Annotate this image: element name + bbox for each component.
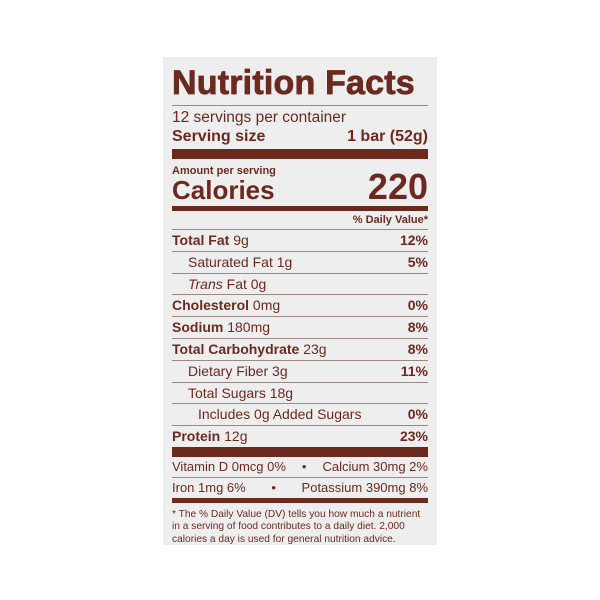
- nutrient-name: Total Sugars: [188, 384, 266, 401]
- vitamin-right: Potassium 390mg 8%: [301, 479, 428, 495]
- nutrient-amount: 3g: [272, 362, 288, 379]
- nutrient-row-total-carbohydrate: Total Carbohydrate 23g 8%: [172, 337, 428, 360]
- nutrient-dv: 23%: [399, 428, 428, 445]
- nutrient-row-added-sugars: Includes 0g Added Sugars 0%: [172, 403, 428, 425]
- nutrient-amount: 12g: [224, 428, 248, 445]
- calories-value: 220: [367, 166, 428, 207]
- nutrient-amount: 180mg: [227, 319, 271, 336]
- nutrient-name: Trans: [188, 275, 223, 292]
- nutrient-name: Total Fat: [172, 232, 230, 248]
- nutrient-row-saturated-fat: Saturated Fat 1g 5%: [172, 250, 428, 273]
- nutrient-amount: 18g: [269, 384, 294, 401]
- nutrition-facts-panel: Nutrition Facts 12 servings per containe…: [163, 57, 437, 545]
- amount-per-serving: Amount per serving: [172, 165, 276, 177]
- footnote: * The % Daily Value (DV) tells you how m…: [172, 508, 421, 545]
- nutrient-name: Includes 0g Added Sugars: [198, 406, 362, 423]
- title: Nutrition Facts: [172, 64, 416, 103]
- calories-label: Calories: [172, 175, 275, 205]
- thick-divider: [172, 149, 428, 159]
- thick-divider: [172, 446, 428, 457]
- nutrient-dv: 8%: [407, 319, 428, 336]
- servings-per-container: 12 servings per container: [172, 109, 347, 126]
- vitamin-left: Vitamin D 0mcg 0%: [172, 458, 286, 474]
- nutrient-row-cholesterol: Cholesterol 0mg 0%: [172, 294, 428, 316]
- nutrient-dv: 5%: [407, 253, 428, 270]
- nutrient-row-trans-fat: Trans Fat 0g: [172, 272, 428, 295]
- nutrient-name: Dietary Fiber: [188, 362, 269, 379]
- nutrient-name: Saturated Fat: [188, 253, 273, 270]
- daily-value-header: % Daily Value*: [352, 214, 428, 226]
- nutrient-dv: 11%: [400, 362, 428, 379]
- nutrient-amount: 9g: [233, 232, 249, 248]
- nutrient-row-sodium: Sodium 180mg 8%: [172, 316, 428, 338]
- nutrient-dv: 8%: [407, 340, 428, 357]
- nutrient-amount: 0g: [250, 275, 267, 292]
- nutrient-name: Protein: [172, 428, 221, 445]
- nutrient-row-protein: Protein 12g 23%: [172, 425, 428, 447]
- nutrient-name: Cholesterol: [172, 297, 250, 314]
- nutrient-amount: 0mg: [252, 297, 281, 314]
- nutrient-dv: 0%: [407, 406, 428, 423]
- nutrient-name: Sodium: [172, 319, 224, 336]
- separator-bullet: •: [271, 479, 276, 495]
- nutrient-dv: 0%: [407, 297, 428, 314]
- vitamin-right: Calcium 30mg 2%: [322, 458, 428, 474]
- serving-size-label: Serving size: [172, 128, 266, 145]
- medium-divider: [172, 206, 428, 211]
- vitamin-row: Vitamin D 0mcg 0% • Calcium 30mg 2%: [172, 457, 428, 477]
- nutrient-dv: 12%: [399, 232, 428, 248]
- medium-divider: [172, 497, 428, 503]
- divider: [172, 105, 428, 106]
- nutrient-amount: 1g: [276, 253, 293, 270]
- nutrient-name: Total Carbohydrate: [172, 340, 300, 357]
- nutrient-row-total-fat: Total Fat 9g 12%: [172, 230, 428, 251]
- vitamin-row: Iron 1mg 6% • Potassium 390mg 8%: [172, 476, 428, 498]
- serving-size-value: 1 bar (52g): [347, 128, 428, 145]
- separator-bullet: •: [301, 458, 307, 474]
- vitamin-left: Iron 1mg 6%: [172, 479, 246, 495]
- nutrient-amount: 23g: [303, 340, 327, 357]
- nutrient-name-suffix: Fat: [222, 275, 247, 292]
- nutrient-row-dietary-fiber: Dietary Fiber 3g 11%: [172, 359, 428, 382]
- nutrient-list: Total Fat 9g 12% Saturated Fat 1g 5% Trans…: [172, 229, 428, 447]
- nutrient-row-total-sugars: Total Sugars 18g: [172, 381, 428, 404]
